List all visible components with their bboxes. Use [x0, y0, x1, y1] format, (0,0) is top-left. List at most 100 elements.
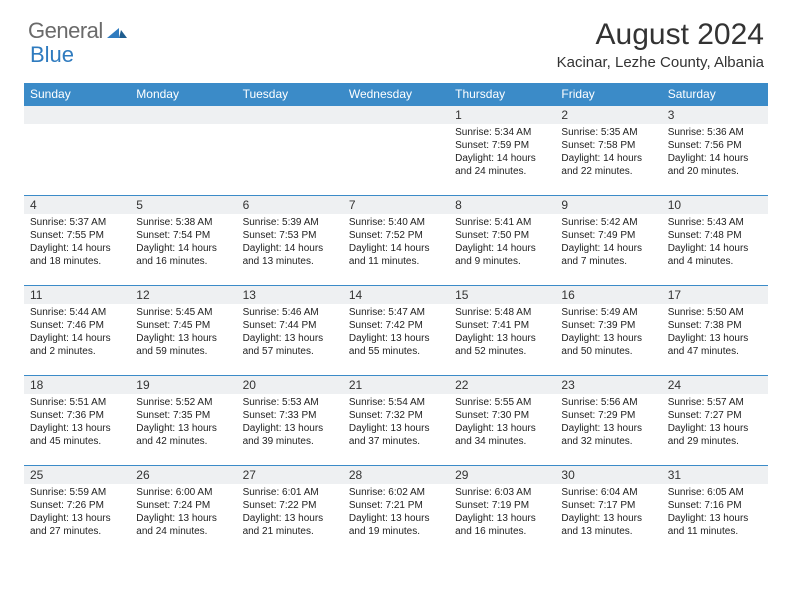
calendar-cell: 20Sunrise: 5:53 AMSunset: 7:33 PMDayligh…: [237, 376, 343, 466]
day-details: Sunrise: 5:57 AMSunset: 7:27 PMDaylight:…: [662, 394, 768, 452]
day-details: Sunrise: 5:48 AMSunset: 7:41 PMDaylight:…: [449, 304, 555, 362]
day-details: Sunrise: 5:53 AMSunset: 7:33 PMDaylight:…: [237, 394, 343, 452]
day-number: 11: [24, 286, 130, 304]
calendar-cell: 10Sunrise: 5:43 AMSunset: 7:48 PMDayligh…: [662, 196, 768, 286]
day-number: 5: [130, 196, 236, 214]
daylight-line: Daylight: 13 hours and 55 minutes.: [349, 332, 443, 358]
day-number: 15: [449, 286, 555, 304]
daylight-line: Daylight: 13 hours and 27 minutes.: [30, 512, 124, 538]
day-details: Sunrise: 6:02 AMSunset: 7:21 PMDaylight:…: [343, 484, 449, 542]
day-number: 28: [343, 466, 449, 484]
daylight-line: Daylight: 14 hours and 18 minutes.: [30, 242, 124, 268]
weekday-header: Thursday: [449, 83, 555, 106]
day-details: Sunrise: 6:03 AMSunset: 7:19 PMDaylight:…: [449, 484, 555, 542]
daylight-line: Daylight: 13 hours and 32 minutes.: [561, 422, 655, 448]
weekday-header: Wednesday: [343, 83, 449, 106]
day-number: 4: [24, 196, 130, 214]
daylight-line: Daylight: 14 hours and 24 minutes.: [455, 152, 549, 178]
sunrise-line: Sunrise: 5:47 AM: [349, 306, 443, 319]
day-number: 10: [662, 196, 768, 214]
calendar-cell: 4Sunrise: 5:37 AMSunset: 7:55 PMDaylight…: [24, 196, 130, 286]
day-details: Sunrise: 5:37 AMSunset: 7:55 PMDaylight:…: [24, 214, 130, 272]
calendar-cell: 2Sunrise: 5:35 AMSunset: 7:58 PMDaylight…: [555, 106, 661, 196]
day-details: Sunrise: 6:01 AMSunset: 7:22 PMDaylight:…: [237, 484, 343, 542]
header: General August 2024 Kacinar, Lezhe Count…: [0, 0, 792, 75]
day-details: Sunrise: 5:59 AMSunset: 7:26 PMDaylight:…: [24, 484, 130, 542]
day-details: Sunrise: 5:46 AMSunset: 7:44 PMDaylight:…: [237, 304, 343, 362]
sunrise-line: Sunrise: 5:35 AM: [561, 126, 655, 139]
day-number: 29: [449, 466, 555, 484]
day-number: 9: [555, 196, 661, 214]
sunset-line: Sunset: 7:16 PM: [668, 499, 762, 512]
day-number: 16: [555, 286, 661, 304]
day-details: Sunrise: 5:55 AMSunset: 7:30 PMDaylight:…: [449, 394, 555, 452]
sunrise-line: Sunrise: 6:00 AM: [136, 486, 230, 499]
sunrise-line: Sunrise: 5:42 AM: [561, 216, 655, 229]
sunrise-line: Sunrise: 5:36 AM: [668, 126, 762, 139]
sunset-line: Sunset: 7:42 PM: [349, 319, 443, 332]
day-details: Sunrise: 5:43 AMSunset: 7:48 PMDaylight:…: [662, 214, 768, 272]
weekday-header: Sunday: [24, 83, 130, 106]
daylight-line: Daylight: 14 hours and 16 minutes.: [136, 242, 230, 268]
calendar-cell: 13Sunrise: 5:46 AMSunset: 7:44 PMDayligh…: [237, 286, 343, 376]
sunset-line: Sunset: 7:21 PM: [349, 499, 443, 512]
sunset-line: Sunset: 7:24 PM: [136, 499, 230, 512]
sunset-line: Sunset: 7:22 PM: [243, 499, 337, 512]
day-details: Sunrise: 5:49 AMSunset: 7:39 PMDaylight:…: [555, 304, 661, 362]
day-number: 2: [555, 106, 661, 124]
calendar-cell: 31Sunrise: 6:05 AMSunset: 7:16 PMDayligh…: [662, 466, 768, 556]
sunrise-line: Sunrise: 5:54 AM: [349, 396, 443, 409]
daylight-line: Daylight: 14 hours and 4 minutes.: [668, 242, 762, 268]
day-number: 12: [130, 286, 236, 304]
day-details: Sunrise: 6:05 AMSunset: 7:16 PMDaylight:…: [662, 484, 768, 542]
calendar-cell: 25Sunrise: 5:59 AMSunset: 7:26 PMDayligh…: [24, 466, 130, 556]
sunrise-line: Sunrise: 5:49 AM: [561, 306, 655, 319]
calendar-cell: 17Sunrise: 5:50 AMSunset: 7:38 PMDayligh…: [662, 286, 768, 376]
logo-icon: [107, 18, 127, 44]
calendar-cell: [130, 106, 236, 196]
calendar-cell: 28Sunrise: 6:02 AMSunset: 7:21 PMDayligh…: [343, 466, 449, 556]
sunrise-line: Sunrise: 5:39 AM: [243, 216, 337, 229]
sunrise-line: Sunrise: 6:01 AM: [243, 486, 337, 499]
calendar-cell: 5Sunrise: 5:38 AMSunset: 7:54 PMDaylight…: [130, 196, 236, 286]
calendar-cell: 7Sunrise: 5:40 AMSunset: 7:52 PMDaylight…: [343, 196, 449, 286]
sunset-line: Sunset: 7:38 PM: [668, 319, 762, 332]
day-details: Sunrise: 5:36 AMSunset: 7:56 PMDaylight:…: [662, 124, 768, 182]
sunrise-line: Sunrise: 6:05 AM: [668, 486, 762, 499]
sunrise-line: Sunrise: 6:02 AM: [349, 486, 443, 499]
day-number: 20: [237, 376, 343, 394]
logo: General: [28, 18, 129, 44]
day-details: Sunrise: 5:45 AMSunset: 7:45 PMDaylight:…: [130, 304, 236, 362]
sunrise-line: Sunrise: 5:44 AM: [30, 306, 124, 319]
calendar-cell: 22Sunrise: 5:55 AMSunset: 7:30 PMDayligh…: [449, 376, 555, 466]
sunrise-line: Sunrise: 5:45 AM: [136, 306, 230, 319]
daylight-line: Daylight: 13 hours and 24 minutes.: [136, 512, 230, 538]
sunset-line: Sunset: 7:44 PM: [243, 319, 337, 332]
daylight-line: Daylight: 13 hours and 34 minutes.: [455, 422, 549, 448]
calendar-cell: 12Sunrise: 5:45 AMSunset: 7:45 PMDayligh…: [130, 286, 236, 376]
sunrise-line: Sunrise: 5:43 AM: [668, 216, 762, 229]
sunrise-line: Sunrise: 5:51 AM: [30, 396, 124, 409]
daylight-line: Daylight: 13 hours and 52 minutes.: [455, 332, 549, 358]
day-details: Sunrise: 5:50 AMSunset: 7:38 PMDaylight:…: [662, 304, 768, 362]
month-title: August 2024: [557, 18, 764, 52]
daylight-line: Daylight: 13 hours and 39 minutes.: [243, 422, 337, 448]
day-details: Sunrise: 5:39 AMSunset: 7:53 PMDaylight:…: [237, 214, 343, 272]
sunset-line: Sunset: 7:56 PM: [668, 139, 762, 152]
daylight-line: Daylight: 13 hours and 29 minutes.: [668, 422, 762, 448]
calendar-cell: 1Sunrise: 5:34 AMSunset: 7:59 PMDaylight…: [449, 106, 555, 196]
weekday-header: Saturday: [662, 83, 768, 106]
calendar-cell: 6Sunrise: 5:39 AMSunset: 7:53 PMDaylight…: [237, 196, 343, 286]
day-details: Sunrise: 5:51 AMSunset: 7:36 PMDaylight:…: [24, 394, 130, 452]
sunrise-line: Sunrise: 5:41 AM: [455, 216, 549, 229]
calendar-body: 1Sunrise: 5:34 AMSunset: 7:59 PMDaylight…: [24, 106, 768, 556]
day-details: Sunrise: 6:00 AMSunset: 7:24 PMDaylight:…: [130, 484, 236, 542]
day-details: Sunrise: 5:47 AMSunset: 7:42 PMDaylight:…: [343, 304, 449, 362]
sunset-line: Sunset: 7:59 PM: [455, 139, 549, 152]
day-number: 14: [343, 286, 449, 304]
weekday-header: Friday: [555, 83, 661, 106]
day-details: Sunrise: 5:41 AMSunset: 7:50 PMDaylight:…: [449, 214, 555, 272]
daylight-line: Daylight: 13 hours and 37 minutes.: [349, 422, 443, 448]
sunrise-line: Sunrise: 6:03 AM: [455, 486, 549, 499]
sunset-line: Sunset: 7:55 PM: [30, 229, 124, 242]
